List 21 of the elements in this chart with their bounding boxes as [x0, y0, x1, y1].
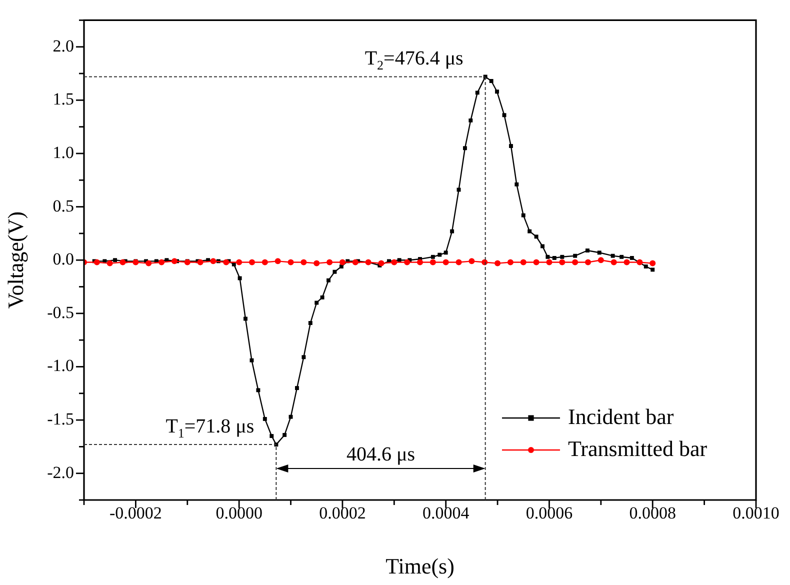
y-tick-label: 2.0: [52, 36, 74, 56]
x-tick-label: -0.0002: [109, 504, 162, 523]
y-tick-label: 1.0: [52, 142, 74, 162]
y-tick-label: 1.5: [52, 90, 74, 109]
y-tick-label: 0.0: [52, 250, 74, 269]
annotation: 404.6 μs: [346, 444, 416, 466]
x-tick-label: 0.0002: [319, 504, 366, 523]
y-tick-label: -1.0: [47, 356, 74, 376]
legend-label: Transmitted bar: [568, 436, 708, 461]
y-tick-label: -2.0: [47, 462, 74, 482]
y-axis-title: Voltage(V): [2, 211, 28, 309]
legend-label: Incident bar: [568, 404, 674, 429]
x-tick-label: 0.0004: [422, 504, 470, 523]
x-tick-label: 0.0008: [629, 504, 676, 523]
x-axis-title: Time(s): [386, 554, 454, 579]
y-tick-label: -0.5: [47, 302, 74, 322]
y-tick-label: 0.5: [52, 196, 74, 216]
x-tick-label: 0.0006: [526, 504, 573, 523]
x-tick-label: 0.0010: [732, 504, 780, 523]
x-tick-label: 0.0000: [216, 504, 262, 523]
y-tick-label: -1.5: [47, 410, 74, 428]
